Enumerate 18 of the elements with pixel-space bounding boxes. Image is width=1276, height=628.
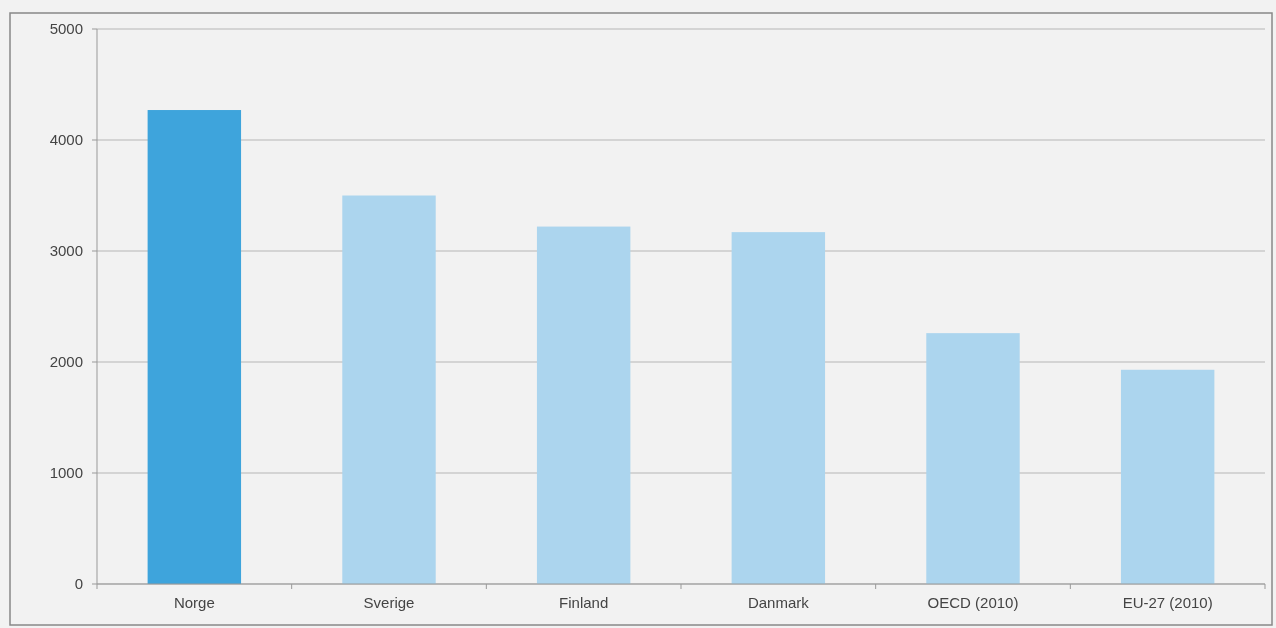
- bar: [731, 232, 826, 584]
- bar: [926, 333, 1020, 584]
- y-tick-label: 4000: [49, 131, 83, 149]
- x-tick-label: Finland: [559, 594, 609, 611]
- x-tick-label: OECD (2010): [927, 594, 1019, 611]
- bar: [1120, 369, 1215, 584]
- x-tick-label: Norge: [173, 594, 215, 611]
- y-tick-label: 3000: [49, 242, 83, 260]
- y-tick-label: 1000: [49, 464, 83, 482]
- y-tick-label: 2000: [49, 353, 83, 371]
- x-tick-label: Danmark: [747, 594, 810, 611]
- bar: [147, 110, 242, 584]
- x-tick-label: Sverige: [363, 594, 415, 611]
- x-tick-label: EU-27 (2010): [1122, 594, 1213, 611]
- bar: [536, 226, 631, 584]
- y-tick-label: 5000: [49, 20, 83, 38]
- bar: [342, 195, 436, 584]
- y-tick-label: 0: [74, 575, 83, 593]
